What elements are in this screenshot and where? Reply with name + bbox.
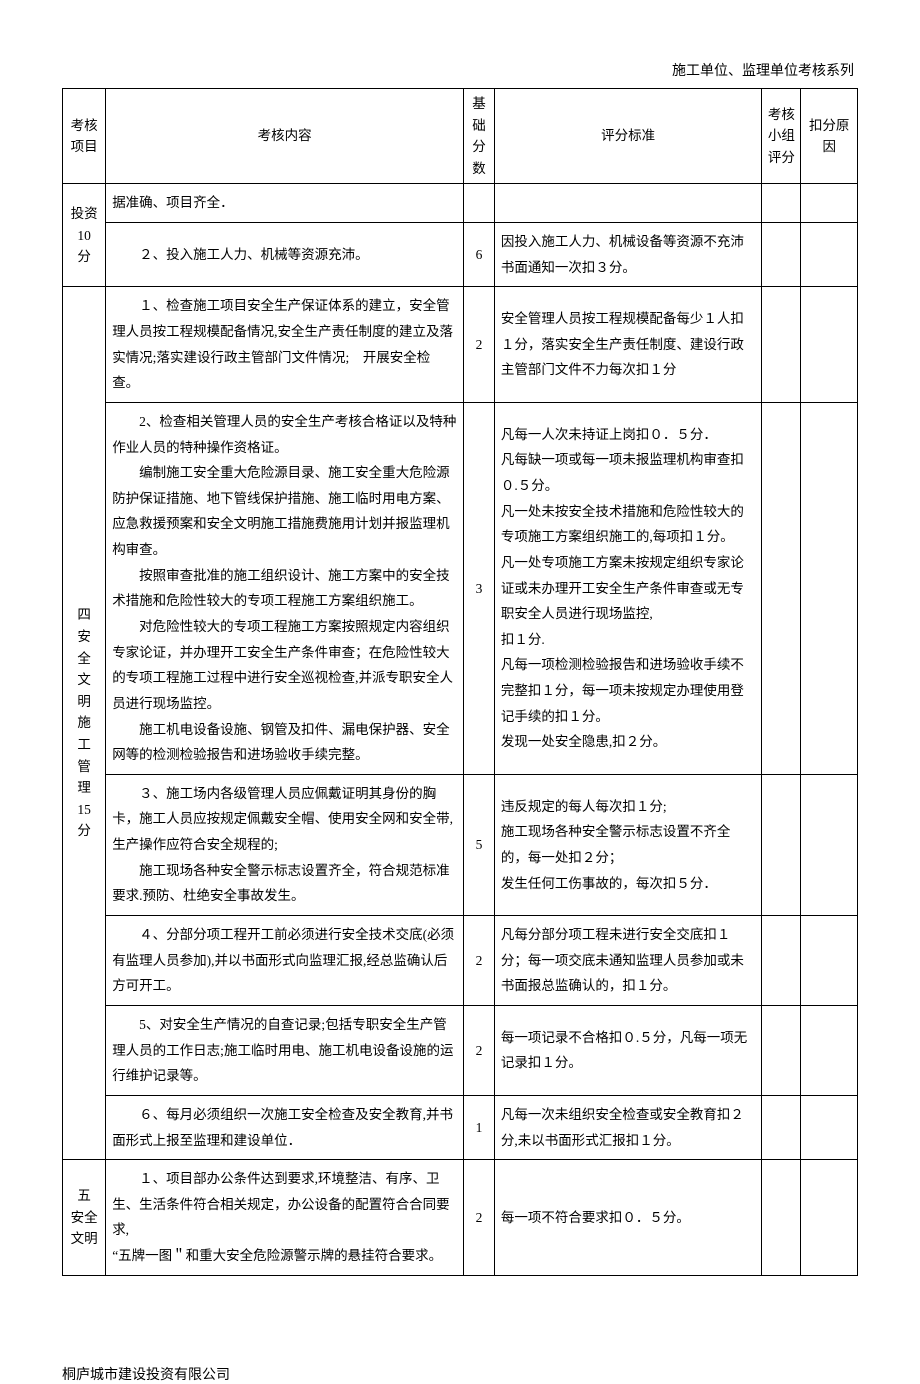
cell-reason: [801, 184, 858, 223]
cell-base-score: 5: [464, 774, 495, 915]
cell-content: １、检查施工项目安全生产保证体系的建立，安全管理人员按工程规模配备情况,安全生产…: [106, 287, 464, 403]
cell-content: ２、投入施工人力、机械等资源充沛。: [106, 223, 464, 287]
cell-reason: [801, 1095, 858, 1159]
cell-reason: [801, 223, 858, 287]
cell-criteria: 每一项不符合要求扣０．５分。: [494, 1160, 761, 1276]
table-row: ６、每月必须组织一次施工安全检查及安全教育,并书面形式上报至监理和建设单位．1凡…: [63, 1095, 858, 1159]
table-row: ２、投入施工人力、机械等资源充沛。6因投入施工人力、机械设备等资源不充沛书面通知…: [63, 223, 858, 287]
col-header-group-score: 考核小组评分: [762, 89, 801, 184]
col-header-reason: 扣分原因: [801, 89, 858, 184]
cell-content: ４、分部分项工程开工前必须进行安全技术交底(必须有监理人员参加),并以书面形式向…: [106, 916, 464, 1006]
table-row: 2、检查相关管理人员的安全生产考核合格证以及特种作业人员的特种操作资格证。 编制…: [63, 402, 858, 774]
cell-reason: [801, 774, 858, 915]
cell-group-score: [762, 1005, 801, 1095]
assessment-table: 考核 项目 考核内容 基础分数 评分标准 考核小组评分 扣分原因 投资10分据准…: [62, 88, 858, 1276]
table-row: ４、分部分项工程开工前必须进行安全技术交底(必须有监理人员参加),并以书面形式向…: [63, 916, 858, 1006]
cell-content: １、项目部办公条件达到要求,环境整洁、有序、卫生、生活条件符合相关规定，办公设备…: [106, 1160, 464, 1276]
cell-base-score: 2: [464, 1005, 495, 1095]
cell-reason: [801, 916, 858, 1006]
cell-reason: [801, 402, 858, 774]
table-row: 四安全文明施工管理15分 １、检查施工项目安全生产保证体系的建立，安全管理人员按…: [63, 287, 858, 403]
cell-reason: [801, 1005, 858, 1095]
cell-reason: [801, 287, 858, 403]
table-row: ３、施工场内各级管理人员应佩戴证明其身份的胸卡，施工人员应按规定佩戴安全帽、使用…: [63, 774, 858, 915]
cell-criteria: 因投入施工人力、机械设备等资源不充沛书面通知一次扣３分。: [494, 223, 761, 287]
table-row: 5、对安全生产情况的自查记录;包括专职安全生产管理人员的工作日志;施工临时用电、…: [63, 1005, 858, 1095]
cell-content: 据准确、项目齐全．: [106, 184, 464, 223]
page-footer: 桐庐城市建设投资有限公司: [0, 1364, 920, 1384]
cell-criteria: 违反规定的每人每次扣１分; 施工现场各种安全警示标志设置不齐全的，每一处扣２分；…: [494, 774, 761, 915]
cell-content: 5、对安全生产情况的自查记录;包括专职安全生产管理人员的工作日志;施工临时用电、…: [106, 1005, 464, 1095]
cell-group-score: [762, 774, 801, 915]
cell-group-score: [762, 402, 801, 774]
cell-base-score: 3: [464, 402, 495, 774]
table-header-row: 考核 项目 考核内容 基础分数 评分标准 考核小组评分 扣分原因: [63, 89, 858, 184]
cell-criteria: 凡每分部分项工程未进行安全交底扣１分；每一项交底未通知监理人员参加或未书面报总监…: [494, 916, 761, 1006]
table-row: 投资10分据准确、项目齐全．: [63, 184, 858, 223]
cell-project: 五安全文明: [63, 1160, 106, 1276]
cell-base-score: [464, 184, 495, 223]
cell-group-score: [762, 223, 801, 287]
cell-project: 四安全文明施工管理15分: [63, 287, 106, 1160]
cell-base-score: 2: [464, 287, 495, 403]
cell-reason: [801, 1160, 858, 1276]
col-header-base: 基础分数: [464, 89, 495, 184]
cell-criteria: 凡每一人次未持证上岗扣０．５分． 凡每缺一项或每一项未报监理机构审查扣０.５分。…: [494, 402, 761, 774]
page-header-right: 施工单位、监理单位考核系列: [62, 60, 858, 80]
cell-group-score: [762, 184, 801, 223]
cell-content: ３、施工场内各级管理人员应佩戴证明其身份的胸卡，施工人员应按规定佩戴安全帽、使用…: [106, 774, 464, 915]
cell-base-score: 2: [464, 1160, 495, 1276]
cell-group-score: [762, 287, 801, 403]
cell-criteria: [494, 184, 761, 223]
col-header-content: 考核内容: [106, 89, 464, 184]
col-header-criteria: 评分标准: [494, 89, 761, 184]
col-header-project: 考核 项目: [63, 89, 106, 184]
table-row: 五安全文明 １、项目部办公条件达到要求,环境整洁、有序、卫生、生活条件符合相关规…: [63, 1160, 858, 1276]
cell-group-score: [762, 916, 801, 1006]
cell-criteria: 每一项记录不合格扣０.５分，凡每一项无记录扣１分。: [494, 1005, 761, 1095]
cell-criteria: 凡每一次未组织安全检查或安全教育扣２分,未以书面形式汇报扣１分。: [494, 1095, 761, 1159]
cell-content: ６、每月必须组织一次施工安全检查及安全教育,并书面形式上报至监理和建设单位．: [106, 1095, 464, 1159]
cell-base-score: 2: [464, 916, 495, 1006]
cell-content: 2、检查相关管理人员的安全生产考核合格证以及特种作业人员的特种操作资格证。 编制…: [106, 402, 464, 774]
cell-base-score: 6: [464, 223, 495, 287]
cell-group-score: [762, 1095, 801, 1159]
cell-base-score: 1: [464, 1095, 495, 1159]
cell-project: 投资10分: [63, 184, 106, 287]
cell-criteria: 安全管理人员按工程规模配备每少１人扣１分，落实安全生产责任制度、建设行政主管部门…: [494, 287, 761, 403]
cell-group-score: [762, 1160, 801, 1276]
